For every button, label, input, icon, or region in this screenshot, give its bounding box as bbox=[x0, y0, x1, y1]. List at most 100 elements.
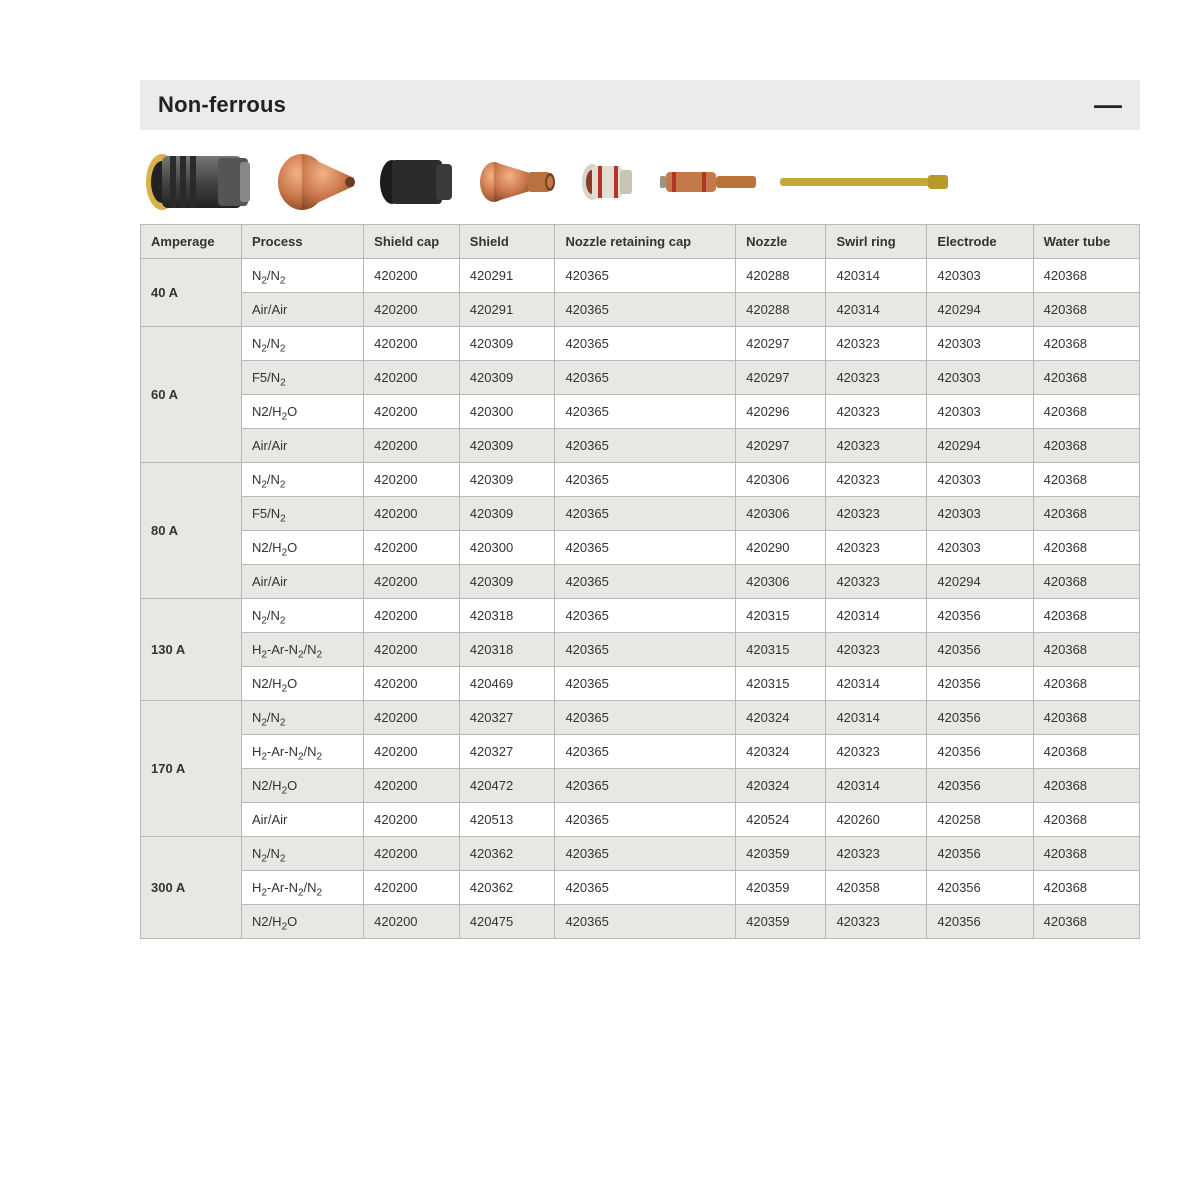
nozzle-cell: 420288 bbox=[736, 293, 826, 327]
table-row: 60 AN2/N24202004203094203654202974203234… bbox=[141, 327, 1140, 361]
shield-cap-cell: 420200 bbox=[364, 837, 460, 871]
shield-cell: 420309 bbox=[459, 463, 555, 497]
water-cell: 420368 bbox=[1033, 871, 1139, 905]
water-cell: 420368 bbox=[1033, 599, 1139, 633]
water-cell: 420368 bbox=[1033, 803, 1139, 837]
table-row: H2-Ar-N2/N242020042032742036542032442032… bbox=[141, 735, 1140, 769]
process-cell: Air/Air bbox=[241, 803, 363, 837]
process-cell: N2/N2 bbox=[241, 701, 363, 735]
water-cell: 420368 bbox=[1033, 361, 1139, 395]
col-header: Amperage bbox=[141, 225, 242, 259]
process-cell: Air/Air bbox=[241, 429, 363, 463]
shield-cell: 420475 bbox=[459, 905, 555, 939]
col-header: Nozzle retaining cap bbox=[555, 225, 736, 259]
electrode-cell: 420303 bbox=[927, 395, 1033, 429]
electrode-img bbox=[658, 168, 758, 196]
swirl-cell: 420323 bbox=[826, 327, 927, 361]
nrc-cell: 420365 bbox=[555, 361, 736, 395]
col-header: Swirl ring bbox=[826, 225, 927, 259]
water-cell: 420368 bbox=[1033, 837, 1139, 871]
nrc-cell: 420365 bbox=[555, 599, 736, 633]
table-row: N2/H2O4202004203004203654202964203234203… bbox=[141, 395, 1140, 429]
nrc-cell: 420365 bbox=[555, 259, 736, 293]
amperage-cell: 170 A bbox=[141, 701, 242, 837]
electrode-cell: 420303 bbox=[927, 497, 1033, 531]
shield-cap-cell: 420200 bbox=[364, 701, 460, 735]
nrc-cell: 420365 bbox=[555, 497, 736, 531]
swirl-cell: 420314 bbox=[826, 599, 927, 633]
nozzle-cell: 420290 bbox=[736, 531, 826, 565]
shield-cap-cell: 420200 bbox=[364, 259, 460, 293]
product-image-row bbox=[140, 144, 1140, 224]
accordion-header[interactable]: Non-ferrous — bbox=[140, 80, 1140, 130]
shield-cell: 420309 bbox=[459, 565, 555, 599]
table-row: N2/H2O4202004204754203654203594203234203… bbox=[141, 905, 1140, 939]
shield-cap-cell: 420200 bbox=[364, 803, 460, 837]
nozzle-cell: 420297 bbox=[736, 361, 826, 395]
electrode-cell: 420303 bbox=[927, 327, 1033, 361]
nrc-cell: 420365 bbox=[555, 633, 736, 667]
electrode-cell: 420258 bbox=[927, 803, 1033, 837]
shield-cap-cell: 420200 bbox=[364, 599, 460, 633]
nozzle-cell: 420524 bbox=[736, 803, 826, 837]
swirl-cell: 420260 bbox=[826, 803, 927, 837]
electrode-cell: 420294 bbox=[927, 565, 1033, 599]
nrc-cell: 420365 bbox=[555, 327, 736, 361]
shield-cap-cell: 420200 bbox=[364, 497, 460, 531]
swirl-cell: 420323 bbox=[826, 497, 927, 531]
shield-cell: 420291 bbox=[459, 259, 555, 293]
swirl-cell: 420314 bbox=[826, 769, 927, 803]
nozzle-cell: 420359 bbox=[736, 905, 826, 939]
col-header: Shield bbox=[459, 225, 555, 259]
nrc-cell: 420365 bbox=[555, 531, 736, 565]
shield-cap-cell: 420200 bbox=[364, 905, 460, 939]
table-row: N2/H2O4202004204724203654203244203144203… bbox=[141, 769, 1140, 803]
water-cell: 420368 bbox=[1033, 531, 1139, 565]
process-cell: N2/H2O bbox=[241, 531, 363, 565]
process-cell: N2/N2 bbox=[241, 463, 363, 497]
amperage-cell: 60 A bbox=[141, 327, 242, 463]
table-row: Air/Air420200420291420365420288420314420… bbox=[141, 293, 1140, 327]
process-cell: H2-Ar-N2/N2 bbox=[241, 871, 363, 905]
shield-cell: 420327 bbox=[459, 701, 555, 735]
process-cell: F5/N2 bbox=[241, 361, 363, 395]
amperage-cell: 300 A bbox=[141, 837, 242, 939]
collapse-icon[interactable]: — bbox=[1094, 98, 1122, 112]
water-cell: 420368 bbox=[1033, 769, 1139, 803]
consumables-table: Amperage Process Shield cap Shield Nozzl… bbox=[140, 224, 1140, 939]
water-cell: 420368 bbox=[1033, 293, 1139, 327]
electrode-cell: 420356 bbox=[927, 735, 1033, 769]
process-cell: N2/H2O bbox=[241, 769, 363, 803]
shield-cell: 420469 bbox=[459, 667, 555, 701]
nozzle-cell: 420288 bbox=[736, 259, 826, 293]
nozzle-cell: 420306 bbox=[736, 565, 826, 599]
amperage-cell: 80 A bbox=[141, 463, 242, 599]
nrc-cell: 420365 bbox=[555, 871, 736, 905]
swirl-cell: 420323 bbox=[826, 429, 927, 463]
shield-cell: 420309 bbox=[459, 361, 555, 395]
table-row: 300 AN2/N2420200420362420365420359420323… bbox=[141, 837, 1140, 871]
nozzle-cell: 420306 bbox=[736, 463, 826, 497]
process-cell: N2/N2 bbox=[241, 599, 363, 633]
shield-cell: 420318 bbox=[459, 633, 555, 667]
table-row: N2/H2O4202004204694203654203154203144203… bbox=[141, 667, 1140, 701]
table-row: H2-Ar-N2/N242020042031842036542031542032… bbox=[141, 633, 1140, 667]
process-cell: N2/N2 bbox=[241, 259, 363, 293]
swirl-cell: 420323 bbox=[826, 905, 927, 939]
process-cell: N2/N2 bbox=[241, 327, 363, 361]
col-header: Shield cap bbox=[364, 225, 460, 259]
shield-cap-cell: 420200 bbox=[364, 395, 460, 429]
swirl-cell: 420323 bbox=[826, 837, 927, 871]
electrode-cell: 420294 bbox=[927, 293, 1033, 327]
nrc-cell: 420365 bbox=[555, 837, 736, 871]
shield-cap-cell: 420200 bbox=[364, 769, 460, 803]
process-cell: F5/N2 bbox=[241, 497, 363, 531]
shield-cell: 420300 bbox=[459, 531, 555, 565]
nozzle-cell: 420359 bbox=[736, 871, 826, 905]
shield-cell: 420318 bbox=[459, 599, 555, 633]
table-header-row: Amperage Process Shield cap Shield Nozzl… bbox=[141, 225, 1140, 259]
section-title: Non-ferrous bbox=[158, 92, 286, 118]
nozzle-cell: 420306 bbox=[736, 497, 826, 531]
electrode-cell: 420356 bbox=[927, 599, 1033, 633]
water-cell: 420368 bbox=[1033, 735, 1139, 769]
